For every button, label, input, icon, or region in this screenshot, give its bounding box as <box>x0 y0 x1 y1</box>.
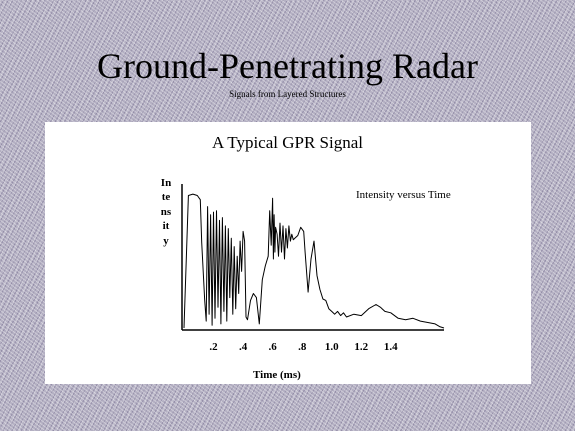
x-tick-label: .8 <box>298 341 307 353</box>
y-axis-label: Intensity <box>160 177 172 247</box>
x-tick-label: 1.4 <box>384 341 398 353</box>
chart-panel <box>45 122 531 384</box>
x-tick-label: 1.0 <box>325 341 339 353</box>
slide-subtitle: Signals from Layered Structures <box>229 89 346 99</box>
x-tick-label: .4 <box>239 341 248 353</box>
x-tick-labels: .2 .4 .6 .8 1.0 1.2 1.4 <box>209 341 398 353</box>
x-tick-label: .2 <box>209 341 218 353</box>
x-axis-label: Time (ms) <box>253 369 301 381</box>
x-tick-label: 1.2 <box>354 341 368 353</box>
series-line <box>183 193 445 329</box>
slide-title: Ground-Penetrating Radar <box>97 46 478 86</box>
x-tick-label: .6 <box>268 341 277 353</box>
chart-annotation: Intensity versus Time <box>356 189 451 201</box>
chart-title: A Typical GPR Signal <box>211 133 364 152</box>
